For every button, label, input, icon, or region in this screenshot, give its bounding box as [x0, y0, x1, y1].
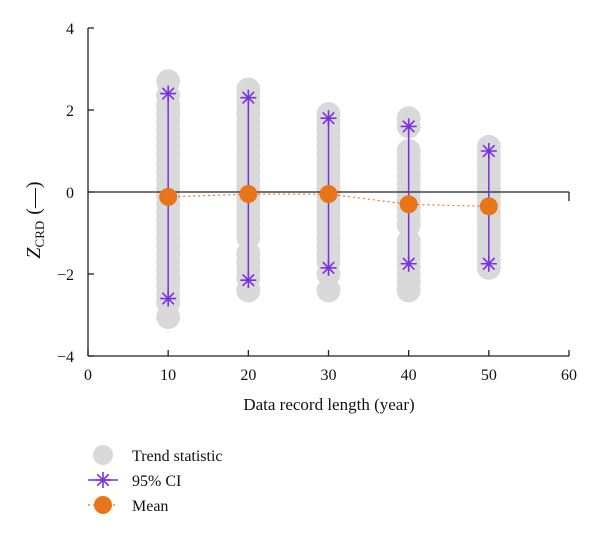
ci-95-low-marker-stroke	[161, 292, 175, 305]
x-tick-label: 60	[561, 367, 577, 384]
y-tick-label: −4	[57, 349, 74, 366]
x-tick-label: 10	[160, 367, 176, 384]
ci-95-high-marker-stroke	[482, 144, 496, 158]
ci-95-low-marker	[320, 259, 337, 276]
ci-95-low-marker	[160, 290, 177, 307]
ci-95-high-marker	[480, 143, 497, 159]
ci-95-low-marker	[400, 255, 417, 272]
legend-mean-label: Mean	[132, 498, 168, 515]
ci-95-high-marker	[320, 110, 337, 127]
trend-statistic-point	[316, 278, 341, 303]
ci-95-low-marker	[480, 255, 497, 272]
x-tick-label: 20	[240, 367, 256, 384]
ci-95-high-marker	[160, 85, 177, 102]
trend-statistic-point	[236, 278, 261, 303]
x-tick-label: 0	[84, 367, 92, 384]
ci-95-high-marker-stroke	[322, 111, 335, 125]
x-tick-label: 30	[321, 367, 337, 384]
ci-95-high-marker-stroke	[161, 87, 175, 100]
ci-95-low-marker-stroke	[482, 257, 496, 271]
x-tick-label: 50	[481, 367, 497, 384]
mean-point	[239, 185, 258, 204]
x-tick-label: 40	[401, 367, 417, 384]
y-axis-label-unit: (—)	[23, 181, 45, 214]
ci-95-low-marker-stroke	[242, 273, 255, 287]
ci-95-low-marker-stroke	[402, 257, 415, 271]
y-axis-label-main: Z	[23, 247, 45, 259]
mean-point	[319, 185, 338, 204]
y-tick-label: −2	[57, 267, 74, 284]
mean-point	[479, 197, 498, 216]
ci-95-high-marker	[400, 118, 417, 135]
legend-ci-marker	[88, 472, 118, 488]
ci-95-high-marker-stroke	[402, 120, 415, 133]
legend-trend-marker	[93, 445, 113, 465]
ci-95-low-marker	[240, 272, 257, 289]
legend-ci-label: 95% CI	[132, 473, 181, 490]
legend-trend-label: Trend statistic	[132, 448, 223, 465]
y-tick-label: 4	[66, 21, 74, 38]
y-tick-label: 2	[66, 103, 74, 120]
ci-95-high-marker-stroke	[242, 91, 255, 105]
trend-statistic-point	[396, 278, 421, 303]
legend-mean-marker	[94, 496, 112, 514]
trend-statistic-point	[156, 305, 181, 330]
ci-95-high-marker	[240, 89, 257, 106]
mean-point	[399, 195, 418, 214]
mean-point	[159, 187, 178, 206]
legend: Trend statistic 95% CI Mean	[88, 445, 223, 515]
x-axis-label: Data record length (year)	[243, 395, 414, 414]
ci-95-low-marker-stroke	[322, 261, 335, 275]
y-tick-label: 0	[66, 185, 74, 202]
ci-95-layer	[160, 85, 497, 307]
mean-layer	[159, 185, 498, 216]
y-axis-label-sub: CRD	[32, 221, 47, 248]
y-axis-label: ZCRD (—)	[23, 181, 47, 258]
